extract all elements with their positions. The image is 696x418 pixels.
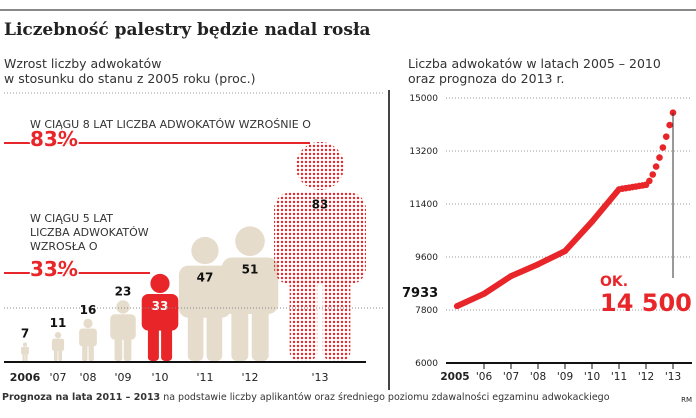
x-tick-label-'09: '09: [114, 371, 131, 384]
left-subtitle-line2: w stosunku do stanu z 2005 roku (proc.): [4, 71, 256, 86]
forecast-dot: [656, 154, 663, 161]
x-tick-label-'08: '08: [79, 371, 96, 384]
annotation-33-line3: WZROSŁA O: [30, 240, 98, 253]
panel-divider: [388, 90, 390, 390]
data-point-'12: [643, 181, 649, 188]
x-tick-label-'09: '09: [557, 371, 573, 383]
x-tick-label-'07: '07: [503, 371, 519, 383]
x-tick-label-'07: '07: [49, 371, 66, 384]
x-tick-label-'10: '10: [584, 371, 600, 383]
person-figure-'12: [221, 226, 279, 361]
value-label-2006: 7: [21, 327, 29, 341]
footer-bold: Prognoza na lata 2011 – 2013: [2, 392, 161, 403]
x-tick-label-'06: '06: [476, 371, 493, 383]
y-tick-label-9600: 9600: [415, 253, 438, 263]
x-tick-label-'12: '12: [638, 371, 654, 383]
forecast-dot: [659, 144, 667, 151]
x-tick-label-'11: '11: [611, 371, 627, 383]
pictogram-chart: 7 2006 11 '07 16 '08 23 '09 33 '10 47 '11 51 '12 83 '13…: [4, 92, 384, 384]
top-rule: [0, 9, 696, 11]
annotation-33-value: 33%: [30, 257, 78, 281]
y-tick-label-13200: 13200: [409, 147, 438, 157]
footer-rest: na podstawie liczby aplikantów oraz śred…: [160, 392, 610, 403]
right-subtitle-line1: Liczba adwokatów w latach 2005 – 2010: [408, 56, 661, 71]
x-tick-label-'13: '13: [311, 371, 328, 384]
person-figure-'09: [110, 300, 136, 361]
x-tick-label-2006: 2006: [10, 371, 41, 384]
value-label-'09: 23: [115, 284, 132, 298]
credit: RM: [681, 396, 692, 404]
left-subtitle: Wzrost liczby adwokatów w stosunku do st…: [4, 56, 255, 86]
value-label-'12: 51: [242, 262, 259, 276]
data-point-'06: [481, 290, 487, 297]
value-label-'08: 16: [80, 303, 97, 317]
person-figure-'08: [79, 318, 97, 361]
person-figure-2006: [21, 342, 29, 361]
data-point-'11: [616, 186, 622, 193]
page-title: Liczebność palestry będzie nadal rosła: [4, 20, 371, 40]
data-point-2005: [454, 303, 460, 310]
y-tick-label-6000: 6000: [415, 359, 438, 369]
value-label-'11: 47: [197, 271, 214, 285]
x-tick-label-2005: 2005: [440, 371, 469, 383]
value-label-'10: 33: [152, 299, 169, 313]
start-value-label: 7933: [402, 286, 438, 301]
right-subtitle: Liczba adwokatów w latach 2005 – 2010 or…: [408, 56, 661, 86]
x-tick-label-'13: '13: [665, 371, 681, 383]
value-label-'07: 11: [50, 316, 67, 330]
data-point-'07: [508, 273, 514, 280]
series-line: [454, 186, 622, 310]
annotation-83-text: W CIĄGU 8 LAT LICZBA ADWOKATÓW WZROŚNIE …: [30, 118, 311, 131]
forecast-dot: [652, 163, 660, 170]
end-value-prefix: OK.: [600, 274, 628, 290]
annotation-83-value: 83%: [30, 127, 78, 151]
forecast-dot: [666, 121, 673, 129]
person-figure-'13: [273, 141, 367, 361]
data-point-'08: [535, 261, 541, 268]
value-label-'13: 83: [312, 197, 329, 211]
person-figure-'11: [178, 236, 232, 361]
line-chart: 6000 7800 9600 11400 13200 15000 2005 '06 '07 '08…: [402, 94, 692, 383]
x-tick-label-'08: '08: [530, 371, 546, 383]
x-tick-label-'10: '10: [151, 371, 168, 384]
x-tick-label-'12: '12: [241, 371, 258, 384]
person-figure-'07: [51, 331, 65, 361]
annotation-33-line2: LICZBA ADWOKATÓW: [30, 226, 149, 239]
y-tick-label-7800: 7800: [415, 306, 438, 316]
left-subtitle-line1: Wzrost liczby adwokatów: [4, 56, 162, 71]
annotation-33-line1: W CIĄGU 5 LAT: [30, 212, 113, 225]
end-value-label: 14 500: [600, 289, 692, 317]
forecast-dot: [649, 171, 657, 178]
x-tick-label-'11: '11: [196, 371, 213, 384]
right-subtitle-line2: oraz prognoza do 2013 r.: [408, 71, 565, 86]
data-point-'10: [589, 218, 595, 225]
y-tick-label-11400: 11400: [409, 200, 438, 210]
person-figure-'10: [141, 273, 179, 361]
footer-note: Prognoza na lata 2011 – 2013 na podstawi…: [2, 392, 610, 403]
y-tick-label-15000: 15000: [409, 94, 438, 104]
data-point-'09: [562, 248, 568, 255]
forecast-dot: [662, 133, 670, 140]
